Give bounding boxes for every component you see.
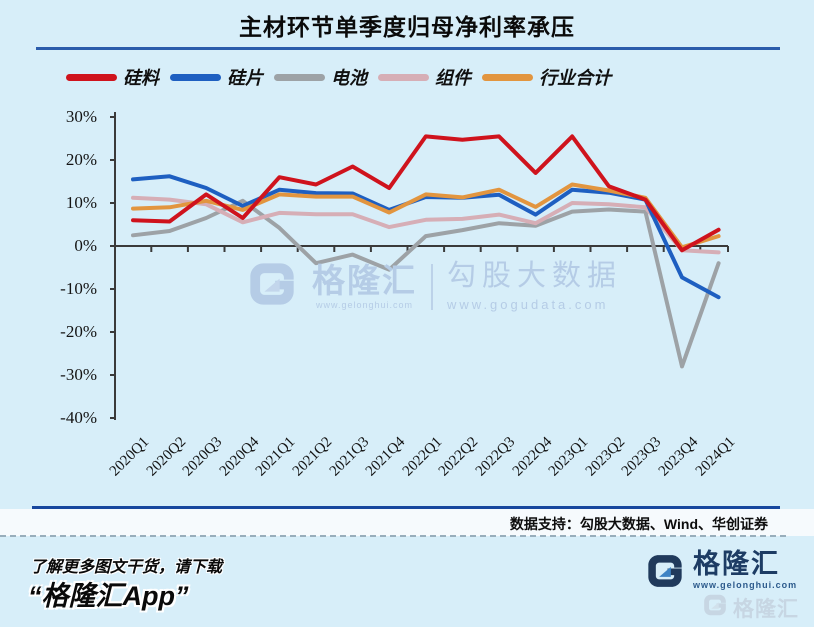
legend-label-silicon-material: 硅料 (123, 68, 159, 89)
chart-svg (110, 112, 729, 420)
legend: 硅料 硅片 电池 组件 行业合计 (66, 64, 611, 90)
source-strip (0, 509, 814, 536)
page-title: 主材环节单季度归母净利率承压 (239, 14, 575, 40)
footer-brand-text: 格隆汇 (693, 549, 780, 579)
legend-swatch-silicon-material (66, 73, 117, 81)
data-source-note: 数据支持：勾股大数据、Wind、华创证券 (509, 516, 768, 532)
corner-watermark: 格隆汇 (702, 592, 799, 623)
chart: 30% 20% 10% 0% -10% -20% -30% -40% 2020Q1 2020Q2… (60, 107, 743, 479)
chart-axes (110, 112, 729, 420)
footer-promo-line2: “格隆汇App” (28, 581, 189, 611)
y-tick-label: -30% (60, 365, 97, 384)
legend-item-silicon-material: 硅料 (66, 64, 159, 90)
y-tick-label: 20% (65, 150, 97, 169)
series-line-silicon-wafer (131, 174, 721, 300)
corner-watermark-text: 格隆汇 (733, 597, 799, 621)
footer-brand-logo: 格隆汇 www.gelonghui.com (645, 551, 797, 596)
y-tick-label: -40% (60, 408, 97, 427)
legend-label-module: 组件 (435, 68, 471, 89)
footer-brand-url: www.gelonghui.com (693, 580, 798, 590)
legend-swatch-module (378, 73, 429, 81)
y-tick-label: 10% (65, 193, 97, 212)
title-divider (36, 47, 780, 50)
legend-label-industry-total: 行业合计 (539, 68, 611, 89)
gelonghui-logo-icon (645, 551, 685, 596)
legend-swatch-cell (274, 73, 325, 81)
y-tick-label: -10% (60, 279, 97, 298)
legend-item-module: 组件 (378, 64, 471, 90)
legend-item-cell: 电池 (274, 64, 367, 90)
legend-label-silicon-wafer: 硅片 (227, 68, 263, 89)
y-tick-label: -20% (60, 322, 97, 341)
legend-item-industry-total: 行业合计 (482, 64, 611, 90)
bottom-divider (32, 506, 780, 509)
dashed-divider (0, 535, 786, 537)
y-tick-label: 0% (74, 236, 97, 255)
legend-label-cell: 电池 (331, 68, 367, 89)
footer-promo-line1: 了解更多图文干货，请下载 (30, 559, 223, 576)
series-line-module (131, 195, 721, 255)
legend-swatch-industry-total (482, 73, 533, 81)
series-line-cell (131, 198, 721, 369)
y-tick-label: 30% (65, 107, 97, 126)
legend-item-silicon-wafer: 硅片 (170, 64, 263, 90)
series-line-silicon-material (131, 134, 721, 253)
series-line-industry-total (131, 182, 721, 250)
gelonghui-logo-icon (702, 592, 728, 623)
legend-swatch-silicon-wafer (170, 73, 221, 81)
